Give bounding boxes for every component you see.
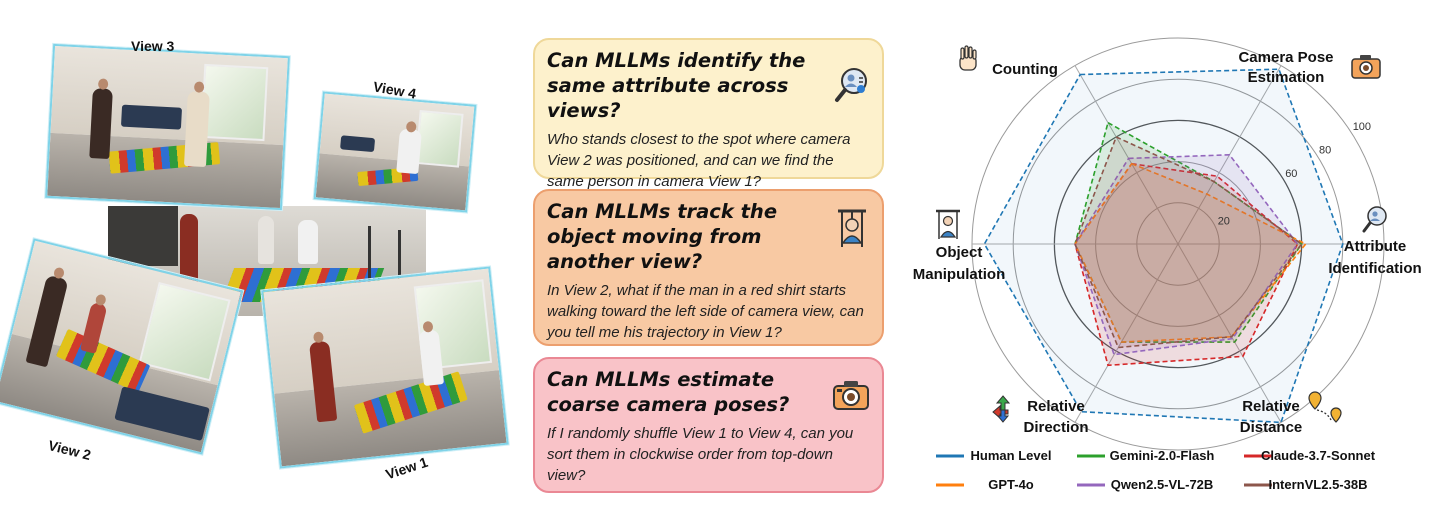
card-camera-pose: Can MLLMs estimate coarse camera poses? … xyxy=(533,357,884,493)
legend-label-claude-3-7-sonnet: Claude-3.7-Sonnet xyxy=(1261,448,1376,463)
legend-label-gpt-4o: GPT-4o xyxy=(988,477,1034,492)
axis-label-object-line1: Object xyxy=(936,244,983,261)
camera-icon xyxy=(1351,55,1381,79)
axis-label-attribute-line2: Identification xyxy=(1328,260,1421,277)
location-pin-icon xyxy=(1308,391,1342,423)
attribute-search-icon xyxy=(1362,206,1387,233)
camera-icon xyxy=(832,379,870,416)
object-manipulation-icon xyxy=(834,207,870,254)
hand-icon xyxy=(959,45,977,71)
card-question: Can MLLMs identify the same attribute ac… xyxy=(547,49,806,122)
card-question: Can MLLMs estimate coarse camera poses? xyxy=(547,368,790,416)
axis-label-camera-pose-line2: Estimation xyxy=(1248,69,1325,86)
legend-label-human-level: Human Level xyxy=(971,448,1052,463)
axis-label-direction-line1: Relative xyxy=(1027,398,1085,415)
axis-label-camera-pose-line1: Camera Pose xyxy=(1238,49,1333,66)
legend-label-internvl2-5-38b: InternVL2.5-38B xyxy=(1269,477,1368,492)
card-question: Can MLLMs track the object moving from a… xyxy=(547,200,778,273)
legend-label-gemini-2-0-flash: Gemini-2.0-Flash xyxy=(1110,448,1215,463)
tick-label: 60 xyxy=(1285,168,1297,180)
card-object-tracking: Can MLLMs track the object moving from a… xyxy=(533,189,884,346)
grid-spoke xyxy=(1074,65,1179,245)
card-text: In View 2, what if the man in a red shir… xyxy=(547,282,864,341)
multi-view-photo-collage: View 3 View 4 View 2 View 1 xyxy=(0,0,520,510)
axis-label-object-line2: Manipulation xyxy=(913,266,1006,283)
legend-label-qwen2-5-vl-72b: Qwen2.5-VL-72B xyxy=(1111,477,1214,492)
axis-label-distance-line1: Relative xyxy=(1242,398,1300,415)
card-attribute-identification: Can MLLMs identify the same attribute ac… xyxy=(533,38,884,190)
grid-spoke xyxy=(1074,243,1179,423)
tick-label: 100 xyxy=(1353,121,1371,133)
axis-label-counting: Counting xyxy=(992,61,1058,78)
axis-label-attribute-line1: Attribute xyxy=(1344,238,1407,255)
tick-label: 80 xyxy=(1319,145,1331,157)
grid-spoke xyxy=(1177,243,1282,423)
attribute-search-icon xyxy=(834,66,870,109)
card-text: Who stands closest to the spot where cam… xyxy=(547,131,851,190)
direction-arrows-icon xyxy=(992,395,1011,423)
view-3-label: View 3 xyxy=(131,38,175,54)
axis-label-direction-line2: Direction xyxy=(1023,419,1088,436)
object-manipulation-icon xyxy=(936,209,960,239)
series-qwen2-5-vl-72b xyxy=(1074,153,1299,356)
series-internvl2-5-38b xyxy=(1074,135,1303,349)
axis-label-distance-line2: Distance xyxy=(1240,419,1303,436)
card-text: If I randomly shuffle View 1 to View 4, … xyxy=(547,425,854,484)
tick-label: 20 xyxy=(1218,215,1230,227)
